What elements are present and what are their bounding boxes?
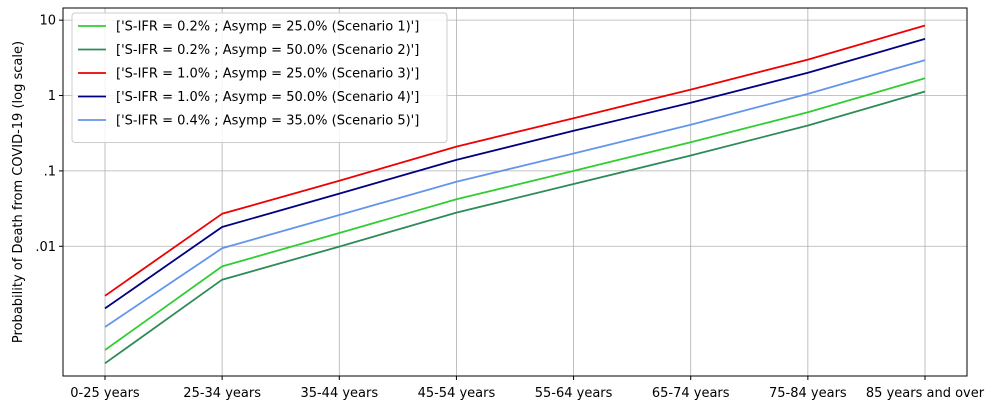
series-line-scenario-2: [104, 90, 926, 365]
y-tick-label: 1: [48, 89, 56, 104]
legend-box: [71, 12, 448, 143]
x-tick-label: 25-34 years: [183, 386, 261, 401]
y-tick-label: 10: [39, 14, 56, 29]
legend-label: ['S-IFR = 0.2% ; Asymp = 50.0% (Scenario…: [116, 43, 419, 58]
series-line-scenario-3: [104, 24, 926, 297]
series-line-scenario-1: [104, 77, 926, 351]
series-line-scenario-5: [104, 59, 926, 328]
x-tick-label: 35-44 years: [300, 386, 378, 401]
series-line-scenario-4: [104, 38, 926, 310]
y-axis-title: Probability of Death from COVID-19 (log …: [11, 41, 26, 343]
y-tick-label: .1: [44, 164, 56, 179]
x-tick-label: 75-84 years: [769, 386, 847, 401]
x-tick-label: 0-25 years: [70, 386, 140, 401]
series-lines: [104, 24, 926, 365]
plot-frame: [62, 7, 968, 377]
legend-label: ['S-IFR = 1.0% ; Asymp = 50.0% (Scenario…: [116, 90, 419, 105]
x-tick-label: 55-64 years: [535, 386, 613, 401]
x-axis: 0-25 years 25-34 years 35-44 years 45-54 ye…: [70, 376, 985, 401]
x-tick-label: 45-54 years: [418, 386, 496, 401]
y-axis: .01 .1 1 10: [35, 14, 63, 255]
x-tick-label: 85 years and over: [866, 386, 985, 401]
legend: ['S-IFR = 0.2% ; Asymp = 25.0% (Scenario…: [71, 12, 448, 143]
y-tick-label: .01: [35, 240, 56, 255]
legend-label: ['S-IFR = 0.2% ; Asymp = 25.0% (Scenario…: [116, 20, 419, 35]
legend-label: ['S-IFR = 1.0% ; Asymp = 25.0% (Scenario…: [116, 67, 419, 82]
x-tick-label: 65-74 years: [652, 386, 730, 401]
legend-label: ['S-IFR = 0.4% ; Asymp = 35.0% (Scenario…: [116, 114, 419, 129]
